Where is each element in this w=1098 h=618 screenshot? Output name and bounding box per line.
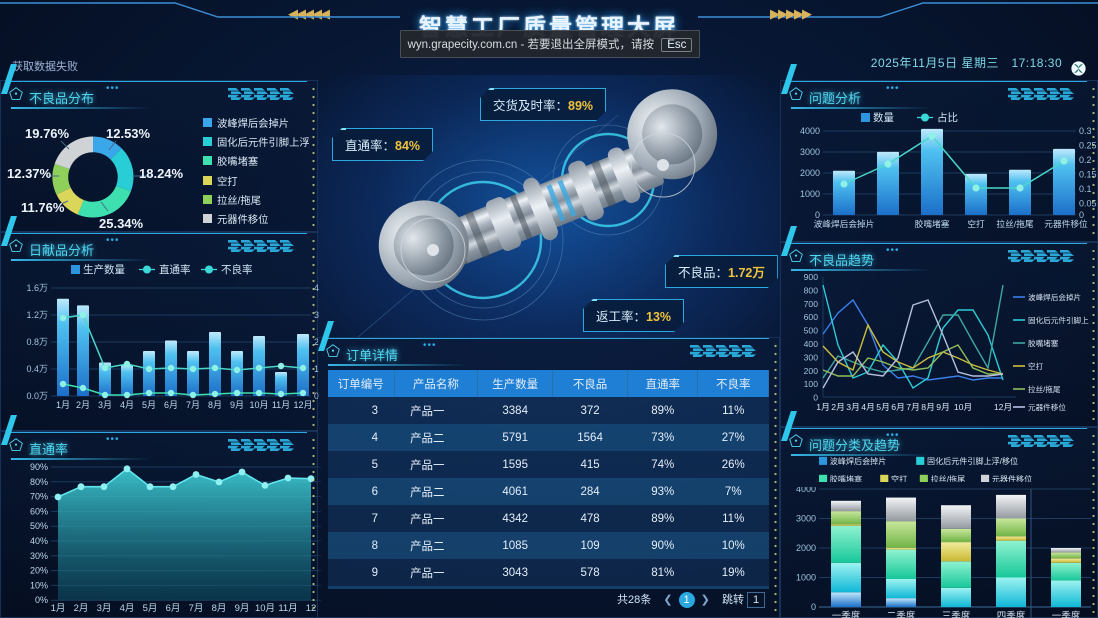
svg-text:50%: 50% [30, 521, 48, 531]
svg-text:5月: 5月 [876, 402, 890, 412]
svg-text:3月: 3月 [98, 400, 112, 410]
svg-text:波峰焊后会掉片: 波峰焊后会掉片 [814, 218, 875, 229]
svg-text:二季度: 二季度 [887, 610, 916, 618]
svg-text:6月: 6月 [166, 603, 181, 614]
svg-text:胶嘴堵塞: 胶嘴堵塞 [1028, 338, 1059, 348]
svg-text:1月: 1月 [56, 400, 70, 410]
svg-text:7月: 7月 [906, 402, 920, 412]
svg-text:2月: 2月 [76, 400, 90, 410]
svg-text:空打: 空打 [967, 218, 985, 229]
svg-text:0.0万: 0.0万 [26, 391, 48, 401]
svg-text:4000: 4000 [800, 126, 820, 136]
svg-text:不良率: 不良率 [221, 263, 253, 276]
svg-text:800: 800 [804, 285, 819, 295]
svg-text:元器件移位: 元器件移位 [1028, 402, 1066, 412]
svg-text:占比: 占比 [937, 111, 958, 124]
svg-text:7月: 7月 [186, 400, 200, 410]
svg-text:30%: 30% [30, 551, 48, 561]
svg-text:3月: 3月 [846, 402, 860, 412]
svg-text:10%: 10% [30, 580, 48, 590]
svg-text:固化后元件引脚上浮: 固化后元件引脚上浮 [1028, 315, 1089, 325]
svg-text:元器件移位: 元器件移位 [992, 474, 1032, 482]
svg-text:80%: 80% [30, 477, 48, 487]
svg-text:4月: 4月 [861, 402, 875, 412]
svg-text:12月: 12月 [293, 400, 312, 410]
svg-text:9月: 9月 [235, 603, 250, 614]
svg-text:三季度: 三季度 [942, 610, 971, 618]
svg-text:2月: 2月 [831, 402, 845, 412]
svg-text:四季度: 四季度 [997, 610, 1026, 618]
svg-text:0.3: 0.3 [1079, 126, 1092, 136]
svg-text:11月: 11月 [272, 400, 290, 410]
svg-text:6月: 6月 [891, 402, 905, 412]
svg-text:波峰焊后会掉片: 波峰焊后会掉片 [1028, 292, 1081, 302]
svg-text:1月: 1月 [51, 603, 66, 614]
svg-text:一季度: 一季度 [832, 610, 861, 618]
svg-text:2000: 2000 [796, 543, 816, 553]
svg-text:4月: 4月 [120, 603, 135, 614]
svg-text:生产数量: 生产数量 [83, 263, 125, 276]
svg-text:8月: 8月 [208, 400, 222, 410]
svg-text:8月: 8月 [921, 402, 935, 412]
svg-text:固化后元件引脚上浮/移位: 固化后元件引脚上浮/移位 [927, 456, 1018, 466]
svg-text:0.8万: 0.8万 [26, 337, 48, 347]
svg-text:12月: 12月 [994, 402, 1012, 412]
svg-text:6月: 6月 [164, 400, 178, 410]
svg-text:1000: 1000 [796, 573, 816, 583]
svg-text:空打: 空打 [891, 474, 907, 482]
svg-text:0.4万: 0.4万 [26, 364, 48, 374]
svg-text:胶嘴堵塞: 胶嘴堵塞 [830, 474, 862, 482]
svg-text:1.6万: 1.6万 [26, 283, 48, 293]
svg-text:300: 300 [804, 352, 819, 362]
svg-text:拉丝/拖尾: 拉丝/拖尾 [931, 474, 966, 482]
svg-text:2月: 2月 [74, 603, 89, 614]
svg-text:60%: 60% [30, 506, 48, 516]
svg-text:100: 100 [804, 379, 819, 389]
svg-text:8月: 8月 [212, 603, 227, 614]
svg-text:1.2万: 1.2万 [26, 310, 48, 320]
svg-text:0: 0 [811, 602, 816, 612]
svg-text:元器件移位: 元器件移位 [1044, 218, 1088, 229]
svg-text:1000: 1000 [800, 189, 820, 199]
svg-text:700: 700 [804, 299, 819, 309]
svg-text:5月: 5月 [142, 400, 156, 410]
svg-text:200: 200 [804, 366, 819, 376]
svg-text:10月: 10月 [249, 400, 268, 410]
svg-text:70%: 70% [30, 492, 48, 502]
svg-text:直通率: 直通率 [159, 263, 191, 276]
svg-text:4000: 4000 [796, 487, 816, 494]
svg-text:5月: 5月 [143, 603, 158, 614]
svg-text:3月: 3月 [97, 603, 112, 614]
svg-text:600: 600 [804, 312, 819, 322]
svg-text:20%: 20% [30, 566, 48, 576]
svg-text:400: 400 [804, 339, 819, 349]
svg-text:拉丝/拖尾: 拉丝/拖尾 [996, 218, 1033, 229]
svg-text:9月: 9月 [936, 402, 950, 412]
svg-text:胶嘴堵塞: 胶嘴堵塞 [915, 218, 950, 229]
svg-text:2000: 2000 [800, 168, 820, 178]
svg-text:90%: 90% [30, 462, 48, 472]
svg-text:900: 900 [804, 272, 819, 282]
svg-text:4月: 4月 [120, 400, 134, 410]
svg-text:波峰焊后会掉片: 波峰焊后会掉片 [830, 456, 887, 466]
svg-text:0%: 0% [35, 595, 48, 605]
svg-text:数量: 数量 [873, 111, 894, 124]
svg-text:一季度: 一季度 [1052, 610, 1081, 618]
svg-text:500: 500 [804, 326, 819, 336]
svg-text:10月: 10月 [954, 402, 972, 412]
svg-text:拉丝/拖尾: 拉丝/拖尾 [1028, 384, 1061, 394]
svg-text:11月: 11月 [278, 603, 297, 614]
svg-text:3000: 3000 [800, 147, 820, 157]
svg-text:9月: 9月 [230, 400, 244, 410]
svg-text:10月: 10月 [255, 603, 275, 614]
svg-text:0.1: 0.1 [1079, 184, 1092, 194]
svg-text:0.2: 0.2 [1079, 155, 1092, 165]
svg-text:3000: 3000 [796, 514, 816, 524]
svg-text:1月: 1月 [816, 402, 830, 412]
svg-text:空打: 空打 [1028, 361, 1044, 371]
svg-text:7月: 7月 [189, 603, 204, 614]
svg-text:40%: 40% [30, 536, 48, 546]
